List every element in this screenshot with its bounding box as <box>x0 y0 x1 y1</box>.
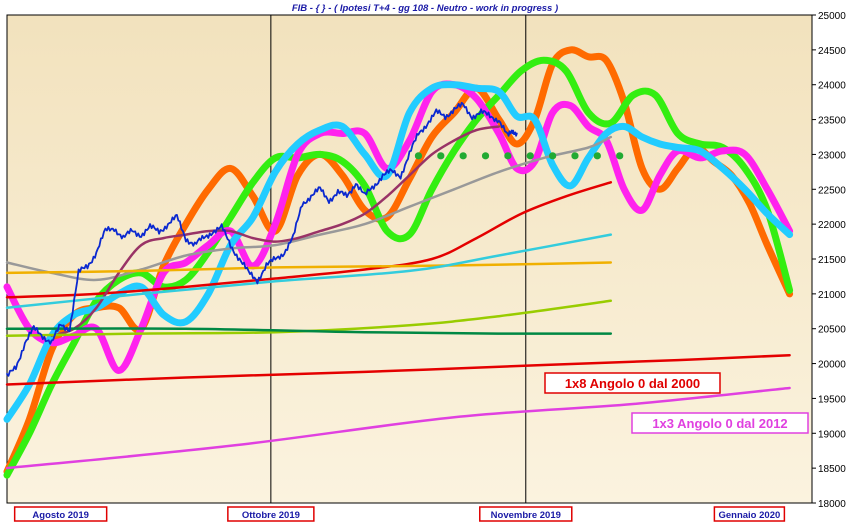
y-tick-label: 19500 <box>818 394 846 405</box>
x-tick-label: Agosto 2019 <box>32 510 89 521</box>
x-label-box <box>227 506 315 522</box>
series-line-5 <box>5 181 613 299</box>
x-tick-label: Novembre 2019 <box>491 510 561 521</box>
series-line-10 <box>5 261 613 275</box>
annotation-box <box>544 372 721 394</box>
series-line-2 <box>3 56 794 479</box>
y-tick-label: 20000 <box>818 360 846 371</box>
x-label-box <box>13 506 108 522</box>
projection-dot <box>481 152 490 160</box>
y-tick-label: 21000 <box>818 290 846 301</box>
annotation-label: 1x8 Angolo 0 dal 2000 <box>565 376 700 391</box>
projection-dot <box>437 152 445 160</box>
series-line-8 <box>5 135 613 282</box>
y-tick-label: 23500 <box>818 116 846 127</box>
projection-dot <box>549 152 557 160</box>
series-line-13 <box>5 327 613 335</box>
y-tick-label: 23000 <box>818 150 846 161</box>
series-line-7 <box>5 386 791 470</box>
series-line-12 <box>5 299 613 337</box>
projection-dot <box>616 152 624 160</box>
projection-dot <box>593 152 601 160</box>
series-line-11 <box>5 233 613 310</box>
y-tick-label: 19000 <box>818 429 846 440</box>
annotation-box <box>631 412 809 434</box>
projection-dot <box>571 152 579 160</box>
y-tick-label: 22000 <box>818 220 846 231</box>
x-label-box <box>479 506 573 522</box>
series-line-14 <box>6 101 518 377</box>
x-tick-label: Ottobre 2019 <box>242 510 300 521</box>
series-line-6 <box>5 353 791 386</box>
y-tick-label: 24500 <box>818 46 846 57</box>
y-tick-label: 25000 <box>818 11 846 22</box>
x-label-box <box>713 506 786 522</box>
y-tick-label: 24000 <box>818 81 846 92</box>
y-tick-label: 22500 <box>818 185 846 196</box>
series-line-4 <box>3 81 794 423</box>
annotation-label: 1x3 Angolo 0 dal 2012 <box>652 416 787 431</box>
x-tick-label: Gennaio 2020 <box>718 510 780 521</box>
y-tick-label: 18000 <box>818 499 846 510</box>
chart-title: FIB - { } - ( Ipotesi T+4 - gg 108 - Neu… <box>292 3 558 14</box>
y-tick-label: 18500 <box>818 464 846 475</box>
projection-dot <box>526 152 534 160</box>
y-tick-label: 20500 <box>818 325 846 336</box>
y-tick-label: 21500 <box>818 255 846 266</box>
series-line-3 <box>3 80 794 374</box>
projection-dot <box>459 152 467 160</box>
series-line-9 <box>50 125 501 337</box>
projection-dot <box>414 152 423 160</box>
projection-dot <box>504 152 512 160</box>
